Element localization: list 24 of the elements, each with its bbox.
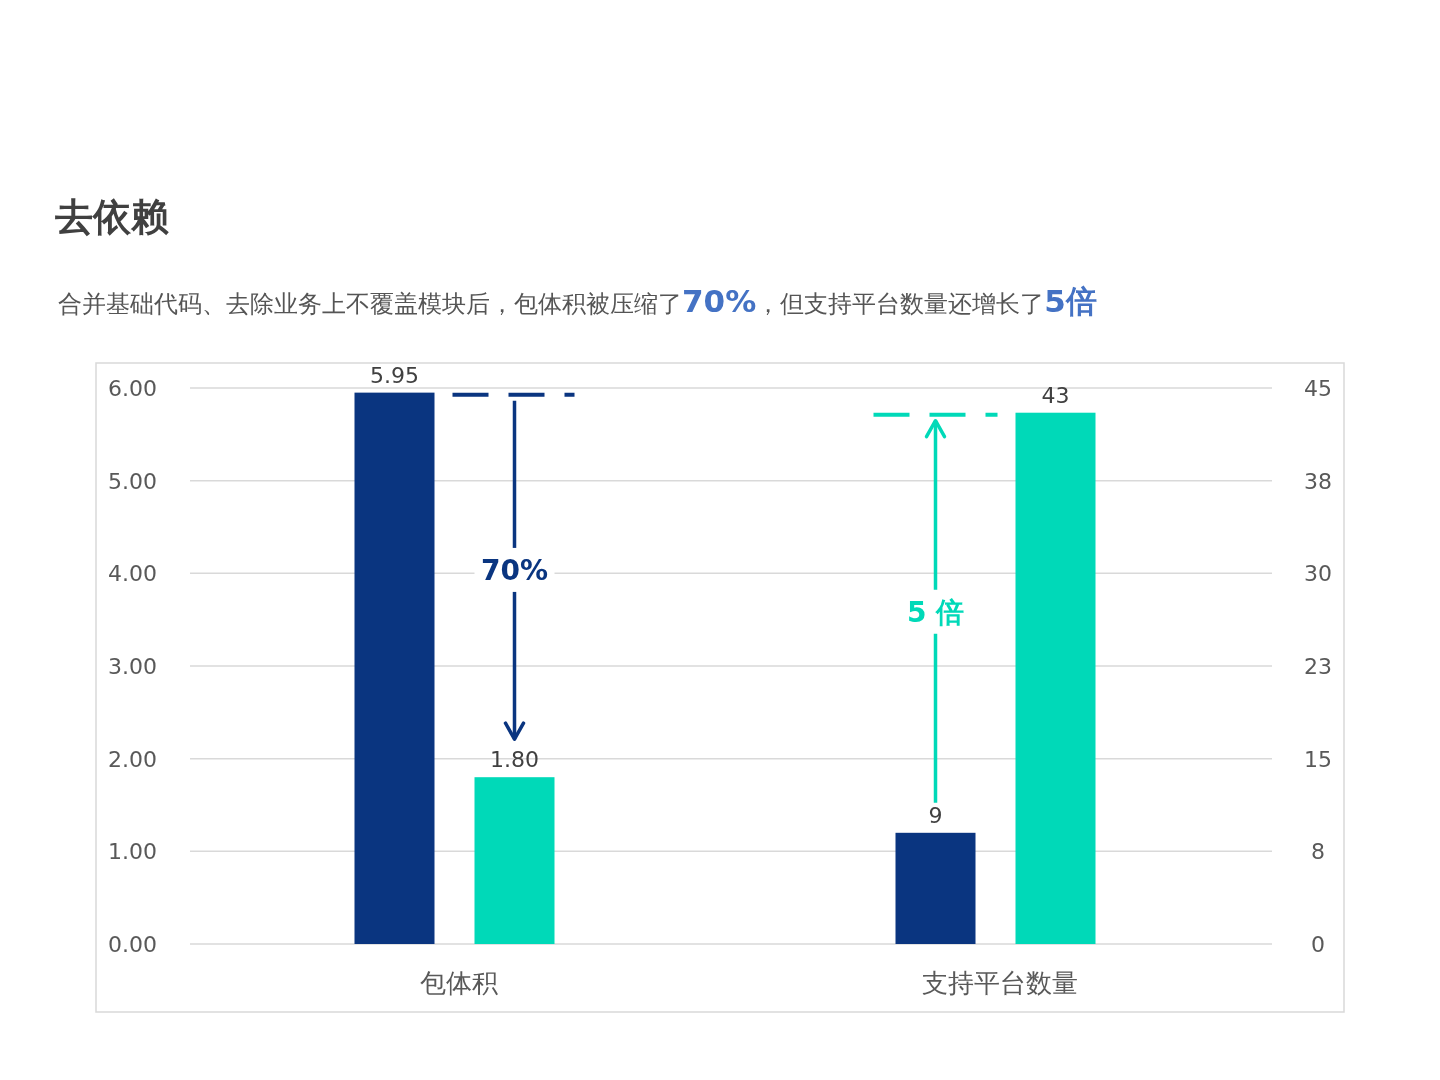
- y-tick-label: 5.00: [108, 468, 157, 494]
- y-tick-label: 1.00: [108, 839, 157, 865]
- chart-subtitle: 合并基础代码、去除业务上不覆盖模块后，包体积被压缩了70%，但支持平台数量还增长了5倍: [58, 283, 1097, 319]
- chart-title: 去依赖: [55, 195, 169, 239]
- y-tick-label: 4.00: [108, 561, 157, 587]
- y-tick-label: 2.00: [108, 746, 157, 772]
- y2-tick-label: 23: [1304, 654, 1332, 679]
- y-tick-label: 6.00: [108, 376, 157, 401]
- y2-tick-label: 0: [1311, 932, 1325, 957]
- y2-tick-label: 15: [1304, 746, 1332, 772]
- data-label: 9: [928, 802, 943, 828]
- y2-tick-label: 8: [1311, 839, 1325, 865]
- data-label: 5.95: [370, 362, 419, 388]
- data-label: 1.80: [490, 747, 539, 773]
- y2-tick-label: 38: [1304, 468, 1332, 494]
- annotation: 5 倍: [906, 595, 965, 629]
- x-tick-label: 支持平台数量: [921, 968, 1078, 998]
- annotation: 70%: [480, 553, 549, 587]
- y-tick-label: 0.00: [108, 932, 157, 957]
- data-label: 43: [1041, 382, 1070, 408]
- x-tick-label: 包体积: [419, 968, 498, 998]
- y2-tick-label: 45: [1304, 376, 1332, 401]
- y-tick-label: 3.00: [108, 654, 157, 679]
- y2-tick-label: 30: [1304, 561, 1332, 587]
